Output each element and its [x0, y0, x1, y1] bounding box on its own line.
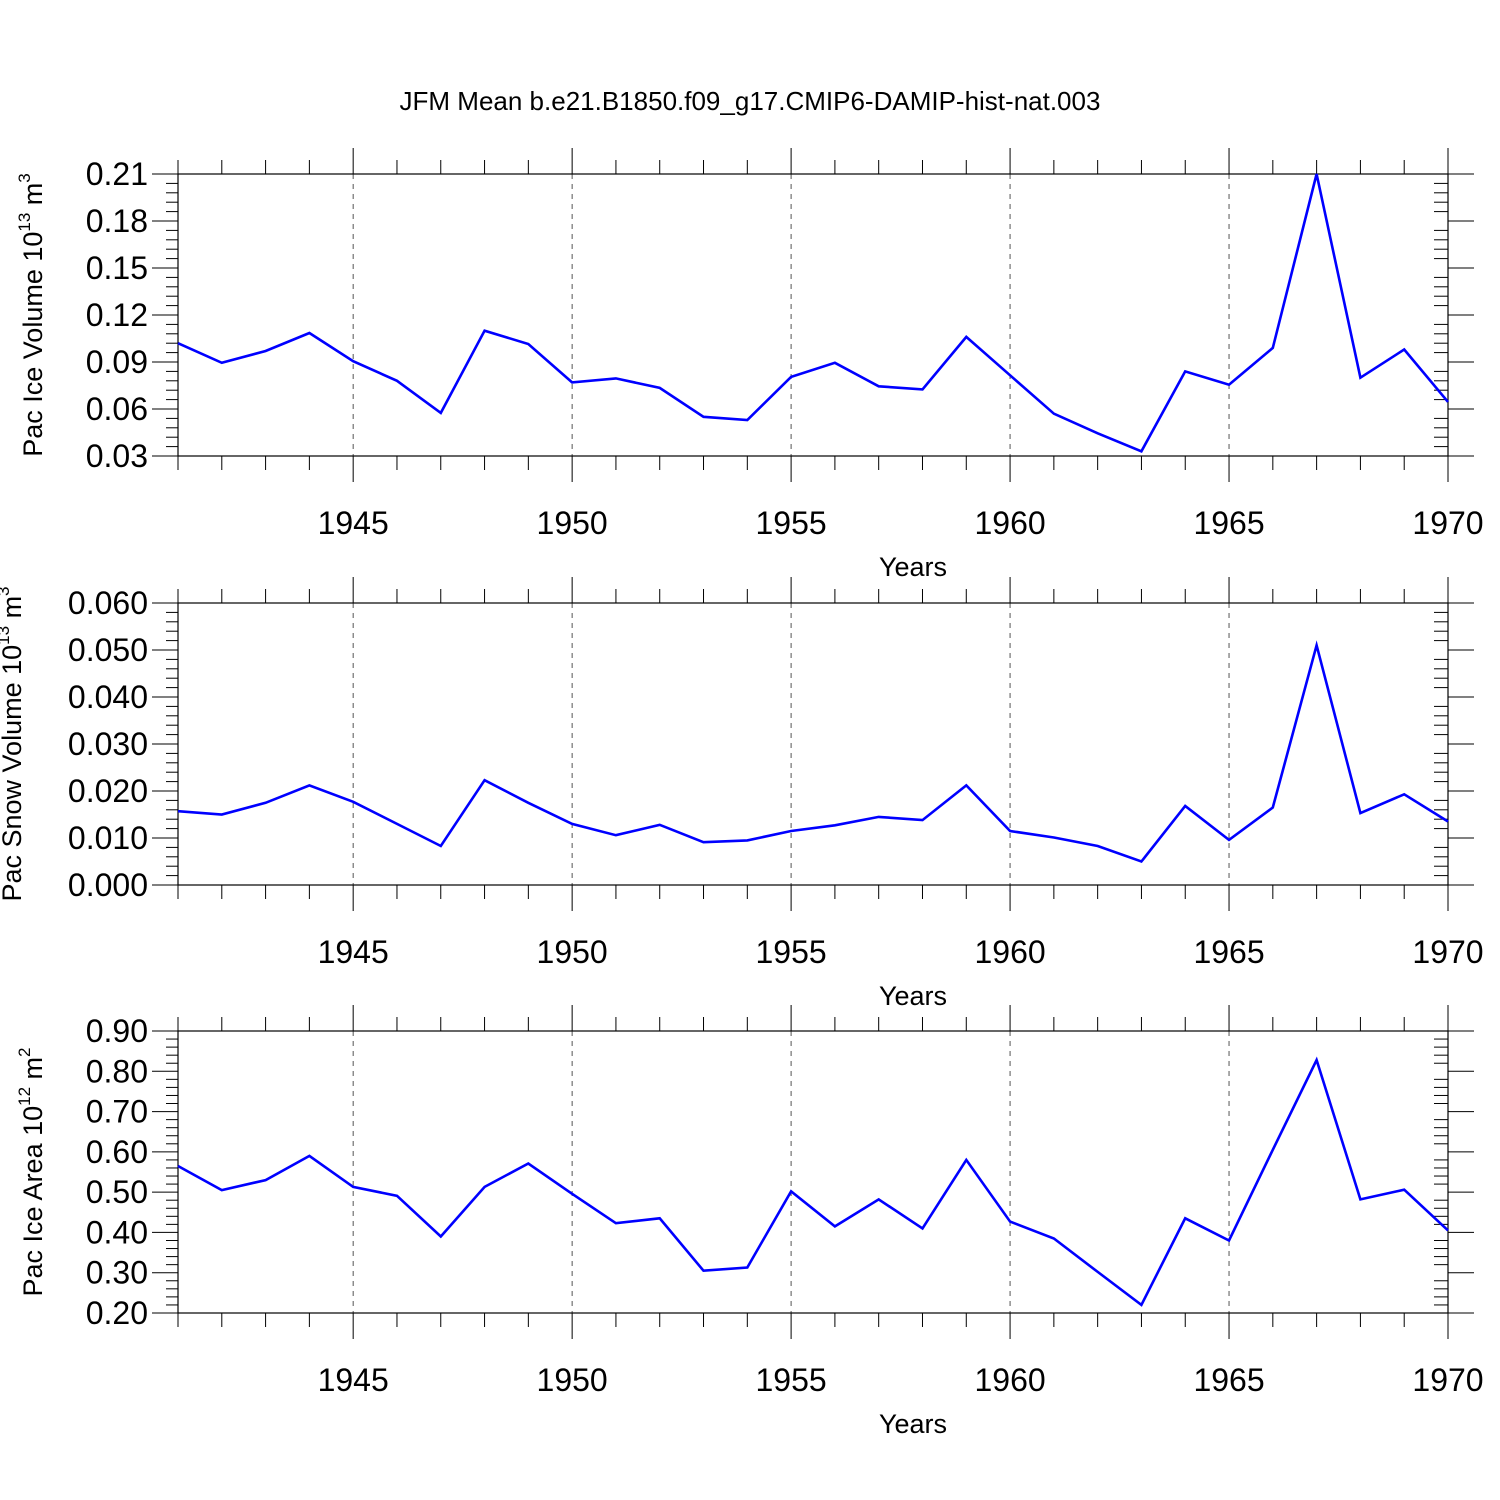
y-tick-label: 0.30 — [86, 1255, 148, 1291]
y-tick-label: 0.03 — [86, 438, 148, 474]
y-tick-label: 0.020 — [68, 773, 148, 809]
x-tick-label: 1945 — [318, 505, 389, 541]
x-tick-label: 1970 — [1412, 1362, 1483, 1398]
y-axis-title-unit-exponent: 3 — [15, 173, 34, 182]
y-axis-title-unit: m — [18, 1057, 48, 1087]
x-axis-title: Years — [879, 981, 947, 1011]
x-tick-label: 1945 — [318, 934, 389, 970]
y-axis-title-text: Pac Ice Area 10 — [18, 1106, 48, 1297]
x-tick-label: 1960 — [974, 505, 1045, 541]
y-tick-label: 0.09 — [86, 344, 148, 380]
x-tick-label: 1965 — [1193, 1362, 1264, 1398]
y-tick-label: 0.50 — [86, 1174, 148, 1210]
y-tick-label: 0.06 — [86, 391, 148, 427]
figure-title: JFM Mean b.e21.B1850.f09_g17.CMIP6-DAMIP… — [400, 86, 1101, 116]
x-tick-label: 1950 — [537, 934, 608, 970]
y-tick-label: 0.12 — [86, 297, 148, 333]
x-axis-title: Years — [879, 552, 947, 582]
y-tick-label: 0.21 — [86, 156, 148, 192]
y-axis-title-exponent: 12 — [15, 1087, 34, 1106]
panel-1: 0.03 0.06 0.09 0.12 0.15 0.18 0.21 1945 1950 1955… — [15, 148, 1484, 582]
x-tick-label: 1955 — [756, 505, 827, 541]
x-tick-label: 1950 — [537, 1362, 608, 1398]
y-tick-label: 0.20 — [86, 1295, 148, 1331]
y-tick-label: 0.060 — [68, 585, 148, 621]
y-axis-title-text: Pac Ice Volume 10 — [18, 232, 48, 457]
series-line-1 — [177, 1056, 1449, 1307]
y-tick-label: 0.15 — [86, 250, 148, 286]
x-tick-label: 1965 — [1193, 934, 1264, 970]
y-axis-title-text: Pac Snow Volume 10 — [0, 645, 27, 902]
y-tick-label: 0.90 — [86, 1013, 148, 1049]
panel-2: 0.000 0.010 0.020 0.030 0.040 0.050 0.060 1945 1… — [0, 577, 1484, 1011]
y-tick-label: 0.60 — [86, 1134, 148, 1170]
panel-3: 0.20 0.30 0.40 0.50 0.60 0.70 0.80 0.90 1945 1950… — [15, 1005, 1484, 1439]
x-tick-label: 1955 — [756, 934, 827, 970]
y-axis-title: Pac Snow Volume 1013 m3 — [0, 586, 27, 901]
y-axis-title: Pac Ice Area 1012 m2 — [15, 1047, 48, 1296]
y-tick-label: 0.010 — [68, 820, 148, 856]
y-tick-label: 0.050 — [68, 632, 148, 668]
y-axis-title-unit-exponent: 3 — [0, 586, 13, 595]
plot-frame — [177, 602, 1449, 886]
x-tick-label: 1970 — [1412, 934, 1483, 970]
y-axis-title: Pac Ice Volume 1013 m3 — [15, 173, 48, 457]
x-axis-title: Years — [879, 1409, 947, 1439]
plot-frame — [177, 173, 1449, 457]
y-tick-label: 0.40 — [86, 1214, 148, 1250]
y-tick-label: 0.030 — [68, 726, 148, 762]
x-tick-label: 1960 — [974, 934, 1045, 970]
x-tick-label: 1960 — [974, 1362, 1045, 1398]
y-tick-label: 0.18 — [86, 203, 148, 239]
y-axis-title-unit: m — [18, 183, 48, 213]
x-tick-label: 1970 — [1412, 505, 1483, 541]
x-tick-label: 1950 — [537, 505, 608, 541]
x-tick-label: 1955 — [756, 1362, 827, 1398]
y-axis-title-exponent: 13 — [0, 626, 13, 645]
series-line-1 — [177, 173, 1449, 453]
y-axis-title-unit-exponent: 2 — [15, 1047, 34, 1056]
plot-frame — [177, 1030, 1449, 1314]
y-axis-title-exponent: 13 — [15, 213, 34, 232]
y-tick-label: 0.70 — [86, 1094, 148, 1130]
y-tick-label: 0.000 — [68, 867, 148, 903]
y-axis-title-unit: m — [0, 596, 27, 626]
y-tick-label: 0.040 — [68, 679, 148, 715]
y-tick-label: 0.80 — [86, 1053, 148, 1089]
x-tick-label: 1965 — [1193, 505, 1264, 541]
series-line-1 — [177, 640, 1449, 864]
x-tick-label: 1945 — [318, 1362, 389, 1398]
